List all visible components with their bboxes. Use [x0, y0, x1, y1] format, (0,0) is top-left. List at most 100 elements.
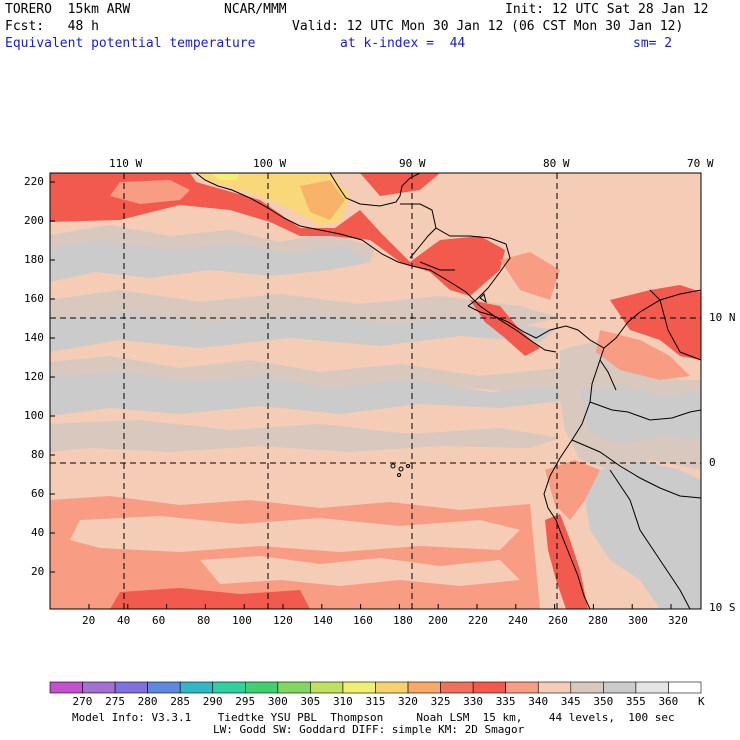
colorbar-label: 300 — [267, 695, 288, 708]
colorbar-label: 325 — [430, 695, 451, 708]
colorbar-swatch — [147, 681, 181, 694]
x-tick-label: 200 — [428, 614, 448, 627]
x-tick-label: 140 — [313, 614, 333, 627]
y-tick-label: 60 — [31, 487, 45, 500]
colorbar — [49, 681, 702, 694]
y-tick-label: 220 — [24, 175, 44, 188]
x-tick-label: 100 — [232, 614, 252, 627]
colorbar-swatch — [342, 681, 376, 694]
galapagos-island — [398, 466, 404, 472]
lon-label-110w: 110 W — [109, 157, 143, 170]
colorbar-label: 305 — [300, 695, 321, 708]
y-tick-label: 180 — [24, 253, 44, 266]
colorbar-label: 315 — [365, 695, 386, 708]
colorbar-swatch — [49, 681, 83, 694]
coastline — [543, 347, 605, 609]
colorbar-label: 320 — [398, 695, 418, 708]
coastline — [479, 293, 487, 304]
field-region — [110, 588, 310, 609]
colorbar-label: 275 — [105, 695, 125, 708]
colorbar-swatch — [570, 681, 604, 694]
coastline — [400, 203, 511, 307]
x-tick-label: 60 — [152, 614, 166, 627]
level-label: at k-index = 44 — [340, 36, 466, 51]
colorbar-swatch — [472, 681, 506, 694]
lat-label-0: 0 — [709, 456, 716, 469]
colorbar-swatch — [440, 681, 474, 694]
footer-physics-info: LW: Godd SW: Goddard DIFF: simple KM: 2D… — [213, 723, 525, 736]
x-tick-label: 20 — [82, 614, 96, 627]
colorbar-swatch — [310, 681, 344, 694]
y-tick-label: 160 — [24, 292, 44, 305]
x-tick-label: 220 — [468, 614, 488, 627]
field-region — [50, 372, 570, 416]
y-tick-label: 80 — [31, 448, 45, 461]
colorbar-label: 345 — [560, 695, 581, 708]
x-tick-label: 80 — [197, 614, 211, 627]
valid-time: Valid: 12 UTC Mon 30 Jan 12 (06 CST Mon … — [292, 19, 684, 34]
colorbar-label: 280 — [137, 695, 158, 708]
colorbar-swatch — [212, 681, 246, 694]
colorbar-label: 330 — [463, 695, 484, 708]
colorbar-swatch — [603, 681, 637, 694]
lat-label-10s: 10 S — [709, 601, 736, 614]
colorbar-swatch — [114, 681, 148, 694]
coastline — [329, 173, 421, 207]
galapagos-island — [397, 473, 401, 477]
colorbar-swatch — [668, 681, 702, 694]
colorbar-swatch — [635, 681, 669, 694]
coastline — [609, 469, 691, 609]
field-region — [50, 312, 555, 352]
lon-label-90w: 90 W — [399, 157, 426, 170]
footer-model-info: Model Info: V3.3.1 Tiedtke YSU PBL Thomp… — [72, 711, 675, 724]
colorbar-label: 355 — [625, 695, 646, 708]
field-region — [50, 420, 560, 452]
field-region — [500, 252, 560, 300]
x-tick-label: 260 — [548, 614, 568, 627]
x-tick-label: 120 — [273, 614, 293, 627]
colorbar-label: 310 — [332, 695, 353, 708]
graticule — [50, 173, 701, 609]
colorbar-label: 335 — [495, 695, 516, 708]
smoothing-label: sm= 2 — [633, 36, 673, 51]
y-ticks — [50, 181, 55, 573]
field-region — [200, 556, 520, 586]
x-tick-label: 320 — [668, 614, 688, 627]
colorbar-label: 285 — [170, 695, 191, 708]
colorbar-label: 360 — [658, 695, 679, 708]
field-region — [210, 173, 240, 180]
field-region — [50, 173, 505, 296]
colorbar-swatch — [277, 681, 311, 694]
field-region — [70, 516, 520, 552]
colorbar-swatch — [375, 681, 409, 694]
y-tick-label: 40 — [31, 526, 45, 539]
colorbar-swatch — [537, 681, 572, 694]
y-tick-label: 120 — [24, 370, 44, 383]
coastlines — [195, 173, 701, 609]
field-region — [545, 514, 588, 609]
coastline — [409, 227, 455, 271]
init-time: Init: 12 UTC Sat 28 Jan 12 — [505, 2, 709, 17]
colorbar-swatch — [505, 681, 539, 694]
colorbar-swatch — [245, 681, 279, 694]
map-frame — [49, 172, 702, 610]
y-tick-label: 140 — [24, 331, 44, 344]
x-tick-label: 240 — [508, 614, 528, 627]
coastline — [571, 439, 701, 499]
field-region — [545, 460, 600, 520]
field-region — [610, 285, 701, 360]
x-tick-label: 300 — [628, 614, 648, 627]
colorbar-swatch — [407, 681, 441, 694]
y-tick-label: 200 — [24, 214, 44, 227]
x-ticks — [88, 604, 672, 609]
colorbar-label: 350 — [593, 695, 614, 708]
x-tick-label: 180 — [393, 614, 413, 627]
field-region — [300, 180, 345, 220]
lon-label-80w: 80 W — [543, 157, 570, 170]
field-shading — [50, 173, 701, 609]
y-tick-label: 20 — [31, 565, 45, 578]
forecast-hour: Fcst: 48 h — [5, 19, 99, 34]
galapagos-island — [390, 463, 396, 469]
colorbar-label: 290 — [202, 695, 223, 708]
